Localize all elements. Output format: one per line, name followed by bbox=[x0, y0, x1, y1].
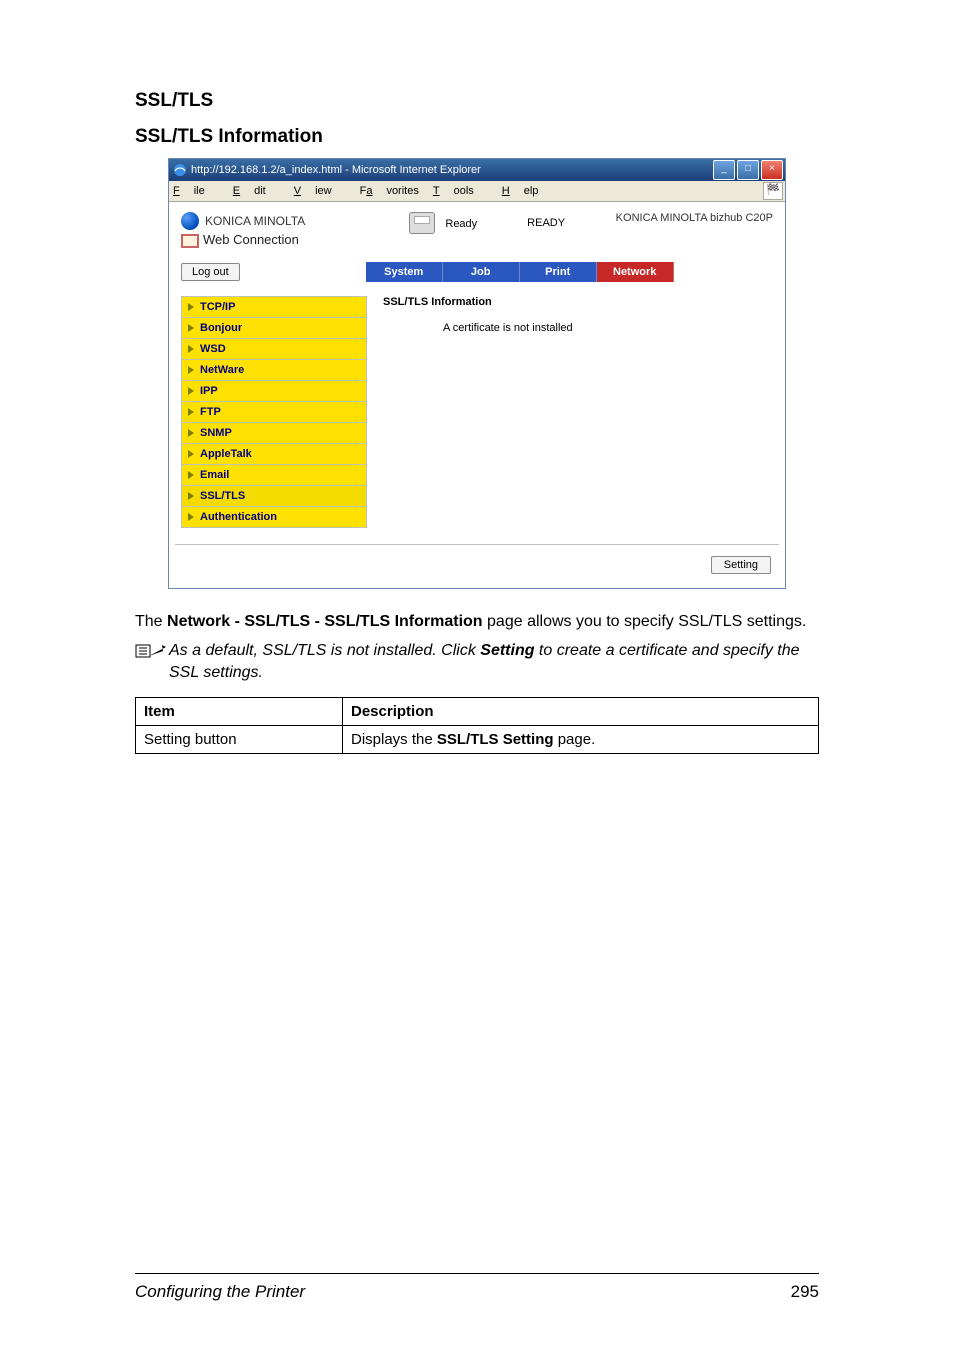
table-cell-desc: Displays the SSL/TLS Setting page. bbox=[343, 726, 819, 754]
note-text: As a default, SSL/TLS is not installed. … bbox=[169, 640, 819, 683]
sidebar-item-label: Authentication bbox=[200, 511, 277, 523]
menu-edit[interactable]: Edit bbox=[233, 185, 280, 197]
tab-network[interactable]: Network bbox=[597, 262, 674, 282]
menu-file[interactable]: File bbox=[173, 185, 219, 197]
tab-job[interactable]: Job bbox=[443, 262, 520, 282]
sidebar-item-label: WSD bbox=[200, 343, 226, 355]
triangle-icon bbox=[188, 471, 194, 479]
sidebar-item-label: Bonjour bbox=[200, 322, 242, 334]
sidebar-item-label: AppleTalk bbox=[200, 448, 252, 460]
sidebar-item-label: IPP bbox=[200, 385, 218, 397]
status-ready-big: READY bbox=[527, 217, 565, 229]
sidebar-item-label: NetWare bbox=[200, 364, 244, 376]
panel-footer: Setting bbox=[175, 544, 779, 582]
sidebar-item-ftp[interactable]: FTP bbox=[181, 402, 367, 423]
menu-tools[interactable]: Tools bbox=[433, 185, 488, 197]
sidebar-item-label: SSL/TLS bbox=[200, 490, 245, 502]
device-model: KONICA MINOLTA bizhub C20P bbox=[593, 212, 773, 224]
triangle-icon bbox=[188, 345, 194, 353]
network-sidebar: TCP/IP Bonjour WSD NetWare IPP FTP SNMP … bbox=[181, 296, 367, 528]
sidebar-item-snmp[interactable]: SNMP bbox=[181, 423, 367, 444]
menu-view[interactable]: View bbox=[294, 185, 346, 197]
ie-icon bbox=[173, 163, 187, 177]
setting-button[interactable]: Setting bbox=[711, 556, 771, 574]
window-buttons: _ □ × bbox=[713, 160, 783, 180]
sidebar-item-email[interactable]: Email bbox=[181, 465, 367, 486]
konica-globe-icon bbox=[181, 212, 199, 230]
section-heading-ssltls-info: SSL/TLS Information bbox=[135, 126, 819, 148]
table-header-desc: Description bbox=[343, 698, 819, 726]
browser-window: http://192.168.1.2/a_index.html - Micros… bbox=[168, 158, 786, 589]
pagescope-icon bbox=[181, 234, 199, 248]
window-close-button[interactable]: × bbox=[761, 160, 783, 180]
window-maximize-button[interactable]: □ bbox=[737, 160, 759, 180]
sidebar-item-label: TCP/IP bbox=[200, 301, 235, 313]
webconnection-label: Web Connection bbox=[203, 232, 299, 247]
logout-button[interactable]: Log out bbox=[181, 263, 240, 281]
brand-name: KONICA MINOLTA bbox=[205, 214, 305, 228]
footer-title: Configuring the Printer bbox=[135, 1282, 305, 1302]
note-icon bbox=[135, 640, 169, 667]
panel-message: A certificate is not installed bbox=[443, 322, 773, 334]
printer-icon bbox=[409, 212, 435, 234]
table-cell-item: Setting button bbox=[136, 726, 343, 754]
status-ready-small: Ready bbox=[445, 218, 477, 230]
window-titlebar: http://192.168.1.2/a_index.html - Micros… bbox=[169, 159, 785, 181]
menu-help[interactable]: Help bbox=[502, 185, 553, 197]
menu-favorites[interactable]: Favorites bbox=[360, 185, 419, 197]
sidebar-item-ssltls[interactable]: SSL/TLS bbox=[181, 486, 367, 507]
triangle-icon bbox=[188, 324, 194, 332]
triangle-icon bbox=[188, 429, 194, 437]
section-heading-ssltls: SSL/TLS bbox=[135, 90, 819, 112]
window-minimize-button[interactable]: _ bbox=[713, 160, 735, 180]
main-panel: SSL/TLS Information A certificate is not… bbox=[383, 296, 773, 528]
table-row: Setting button Displays the SSL/TLS Sett… bbox=[136, 726, 819, 754]
note-block: As a default, SSL/TLS is not installed. … bbox=[135, 640, 819, 683]
paragraph-description: The Network - SSL/TLS - SSL/TLS Informat… bbox=[135, 611, 819, 633]
sidebar-item-wsd[interactable]: WSD bbox=[181, 339, 367, 360]
triangle-icon bbox=[188, 387, 194, 395]
main-tabs: System Job Print Network bbox=[366, 262, 674, 282]
sidebar-item-appletalk[interactable]: AppleTalk bbox=[181, 444, 367, 465]
triangle-icon bbox=[188, 366, 194, 374]
footer-page-number: 295 bbox=[791, 1282, 819, 1302]
triangle-icon bbox=[188, 492, 194, 500]
sidebar-item-authentication[interactable]: Authentication bbox=[181, 507, 367, 528]
brand-block: KONICA MINOLTA Web Connection bbox=[181, 212, 381, 248]
window-title: http://192.168.1.2/a_index.html - Micros… bbox=[191, 164, 713, 176]
browser-menubar: File Edit View Favorites Tools Help 🏁 bbox=[169, 181, 785, 202]
triangle-icon bbox=[188, 408, 194, 416]
panel-title: SSL/TLS Information bbox=[383, 296, 773, 308]
printer-status: Ready bbox=[409, 212, 477, 234]
triangle-icon bbox=[188, 303, 194, 311]
item-description-table: Item Description Setting button Displays… bbox=[135, 697, 819, 754]
tab-print[interactable]: Print bbox=[520, 262, 597, 282]
triangle-icon bbox=[188, 513, 194, 521]
sidebar-item-netware[interactable]: NetWare bbox=[181, 360, 367, 381]
sidebar-item-ipp[interactable]: IPP bbox=[181, 381, 367, 402]
sidebar-item-tcpip[interactable]: TCP/IP bbox=[181, 296, 367, 318]
ie-flag-icon: 🏁 bbox=[763, 182, 783, 200]
sidebar-item-label: FTP bbox=[200, 406, 221, 418]
sidebar-item-label: SNMP bbox=[200, 427, 232, 439]
page-footer: Configuring the Printer 295 bbox=[135, 1273, 819, 1302]
triangle-icon bbox=[188, 450, 194, 458]
table-header-item: Item bbox=[136, 698, 343, 726]
sidebar-item-label: Email bbox=[200, 469, 229, 481]
app-content: KONICA MINOLTA Web Connection Ready READ… bbox=[169, 202, 785, 588]
sidebar-item-bonjour[interactable]: Bonjour bbox=[181, 318, 367, 339]
tab-system[interactable]: System bbox=[366, 262, 443, 282]
